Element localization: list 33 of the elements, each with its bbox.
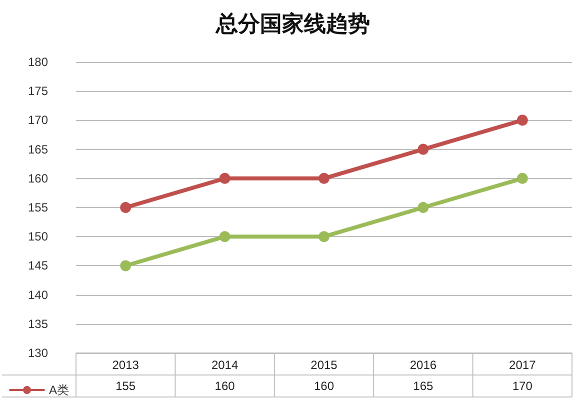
y-tick-label: 160: [28, 171, 48, 186]
data-label: 170: [512, 379, 533, 393]
point: [120, 202, 132, 213]
data-label: 155: [116, 379, 136, 393]
point: [318, 231, 330, 242]
y-tick-label: 180: [28, 55, 48, 69]
legend-label: A类: [49, 383, 70, 397]
x-tick-label: 2017: [509, 358, 536, 372]
y-tick-label: 140: [28, 288, 48, 302]
y-tick-label: 130: [28, 346, 48, 360]
y-tick-label: 165: [28, 142, 48, 156]
point: [219, 172, 230, 184]
data-label: 165: [413, 379, 434, 393]
x-tick-label: 2014: [211, 358, 238, 372]
y-tick-label: 155: [28, 200, 48, 214]
y-tick-label: 150: [28, 230, 48, 244]
point: [516, 114, 528, 126]
x-tick-label: 2015: [310, 358, 338, 372]
x-tick-label: 2013: [112, 358, 140, 372]
x-tick-label: 2016: [410, 358, 437, 372]
data-label: 160: [214, 379, 236, 393]
point: [516, 172, 528, 184]
point: [120, 260, 132, 272]
chart-title: 总分国家线趋势: [215, 11, 370, 37]
point: [219, 231, 230, 242]
data-label: 160: [314, 379, 334, 393]
point: [418, 144, 429, 155]
y-tick-label: 170: [28, 113, 48, 128]
y-tick-label: 145: [28, 258, 48, 273]
point: [418, 202, 429, 213]
y-tick-label: 135: [28, 316, 48, 331]
point: [318, 172, 330, 184]
y-tick-label: 175: [28, 84, 48, 98]
